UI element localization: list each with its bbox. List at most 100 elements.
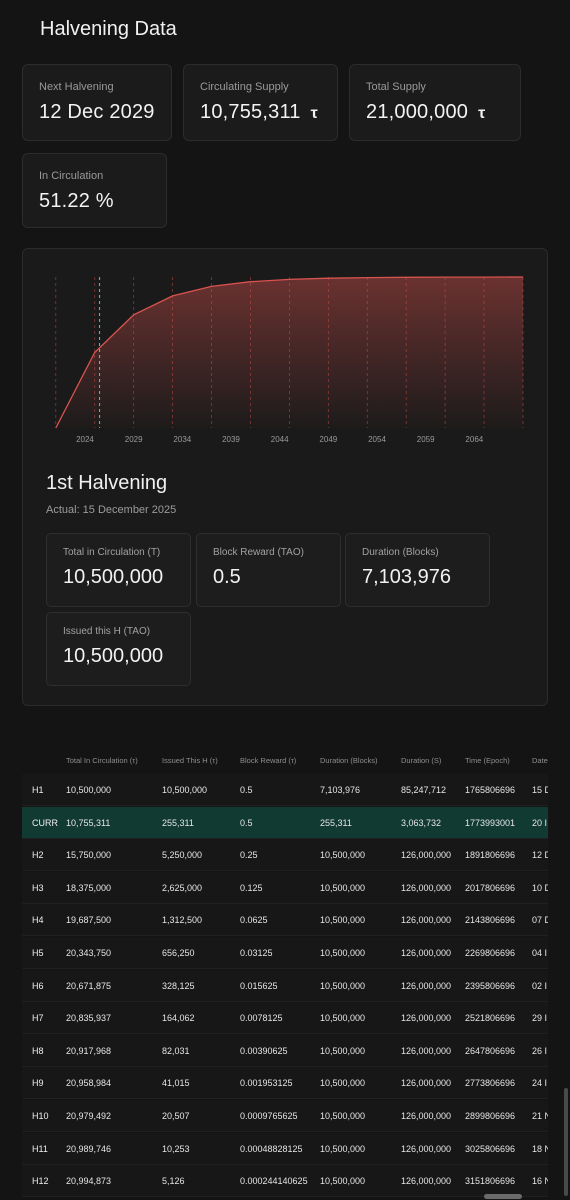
- halvening-title: 1st Halvening: [46, 472, 168, 494]
- table-cell: 2017806696: [465, 882, 516, 893]
- table-row[interactable]: H8 20,917,968 82,031 0.00390625 10,500,000 12…: [22, 1034, 548, 1067]
- table-row[interactable]: H10 20,979,492 20,507 0.0009765625 10,500,00…: [22, 1100, 548, 1132]
- table-cell: 126,000,000: [401, 980, 452, 991]
- table-cell: 20,994,873: [66, 1176, 112, 1187]
- table-cell: 3,063,732: [401, 817, 442, 828]
- circulating-supply-card: Circulating Supply 10,755,311 τ: [183, 64, 338, 141]
- x-tick-label: 2054: [368, 435, 386, 444]
- table-cell: 126,000,000: [401, 1143, 452, 1154]
- table-cell: 10,500,000: [320, 1176, 366, 1187]
- total-supply-card: Total Supply 21,000,000 τ: [349, 64, 521, 141]
- page-title: Halvening Data: [40, 18, 177, 40]
- table-cell: H5: [32, 948, 44, 958]
- table-cell: 126,000,000: [401, 948, 452, 958]
- table-cell: 20,989,746: [66, 1143, 112, 1154]
- table-row[interactable]: H12 20,994,873 5,126 0.000244140625 10,500,0…: [22, 1165, 548, 1198]
- table-row-current[interactable]: CURR 10,755,311 255,311 0.5 255,311 3,063,732…: [22, 806, 548, 839]
- table-row[interactable]: H5 20,343,750 656,250 0.03125 10,500,000 126,…: [22, 937, 548, 969]
- table-cell: 10,755,311: [66, 817, 111, 828]
- column-header[interactable]: Total In Circulation (τ): [66, 756, 138, 765]
- table-cell: 3151806696: [465, 1176, 516, 1187]
- page-vertical-scrollbar[interactable]: [564, 1088, 568, 1196]
- x-tick-label: 2059: [417, 435, 435, 444]
- table-horizontal-scrollbar[interactable]: [484, 1194, 522, 1199]
- table-cell: 12 D: [532, 850, 548, 861]
- total-circulation-value: 10,500,000: [63, 566, 164, 588]
- in-circulation-value: 51.22 %: [39, 190, 114, 212]
- table-cell: H4: [32, 915, 44, 926]
- table-cell: 10,500,000: [320, 980, 366, 991]
- table-cell: 126,000,000: [401, 1078, 452, 1089]
- table-cell: 1773993001: [465, 817, 516, 828]
- block-reward-label: Block Reward (TAO): [213, 547, 304, 558]
- table-cell: 7,103,976: [320, 785, 361, 795]
- supply-area: [55, 277, 524, 428]
- table-cell: H11: [32, 1143, 48, 1154]
- table-cell: 15 D: [532, 785, 548, 795]
- column-header[interactable]: Date: [532, 756, 548, 765]
- table-cell: 2269806696: [465, 948, 516, 958]
- x-tick-label: 2064: [465, 435, 483, 444]
- table-cell: 2,625,000: [162, 882, 203, 893]
- column-header[interactable]: Time (Epoch): [465, 756, 510, 765]
- in-circulation-card: In Circulation 51.22 %: [22, 153, 167, 228]
- table-cell: 255,311: [320, 817, 352, 828]
- table-cell: 0.5: [240, 785, 253, 795]
- x-tick-label: 2034: [173, 435, 191, 444]
- table-cell: 07 D: [532, 915, 548, 926]
- table-row[interactable]: H1 10,500,000 10,500,000 0.5 7,103,976 85,247…: [22, 774, 548, 806]
- table-cell: H3: [32, 882, 44, 893]
- tau-icon: τ: [478, 105, 486, 122]
- table-row[interactable]: H11 20,989,746 10,253 0.00048828125 10,500,0…: [22, 1132, 548, 1165]
- table-cell: 0.000244140625: [240, 1176, 308, 1187]
- table-cell: 255,311: [162, 817, 194, 828]
- table-cell: 656,250: [162, 948, 195, 958]
- table-cell: 18,375,000: [66, 882, 112, 893]
- table-row[interactable]: H6 20,671,875 328,125 0.015625 10,500,000 126…: [22, 969, 548, 1002]
- table-cell: CURR: [32, 817, 58, 828]
- table-cell: 20,507: [162, 1111, 190, 1121]
- table-cell: 1,312,500: [162, 915, 203, 926]
- table-row[interactable]: H7 20,835,937 164,062 0.0078125 10,500,000 12…: [22, 1002, 548, 1035]
- table-cell: H10: [32, 1111, 49, 1121]
- halvening-table[interactable]: Total In Circulation (τ) Issued This H (τ…: [22, 748, 548, 1200]
- table-cell: 126,000,000: [401, 1176, 452, 1187]
- table-cell: 0.00048828125: [240, 1143, 303, 1154]
- table-cell: 10,500,000: [320, 1045, 366, 1056]
- table-cell: 10,500,000: [320, 1143, 366, 1154]
- issued-this-h-card: Issued this H (TAO) 10,500,000: [46, 612, 191, 686]
- table-cell: 19,687,500: [66, 915, 112, 926]
- table-cell: 10,500,000: [320, 948, 366, 958]
- circulating-supply-row: 10,755,311 τ: [200, 101, 318, 124]
- table-row[interactable]: H2 15,750,000 5,250,000 0.25 10,500,000 126,0…: [22, 839, 548, 872]
- column-header[interactable]: Duration (S): [401, 756, 442, 765]
- next-halvening-label: Next Halvening: [39, 81, 114, 93]
- table-header: Total In Circulation (τ) Issued This H (τ…: [22, 748, 548, 774]
- duration-blocks-value: 7,103,976: [362, 566, 451, 588]
- table-cell: H6: [32, 980, 44, 991]
- supply-chart[interactable]: 2024 2029 2034 2039 2044 2049 2054 2059 2064: [0, 0, 570, 460]
- table-cell: 2521806696: [465, 1013, 516, 1024]
- issued-this-h-label: Issued this H (TAO): [63, 626, 151, 637]
- table-row[interactable]: H4 19,687,500 1,312,500 0.0625 10,500,000 126…: [22, 904, 548, 937]
- table-cell: 2899806696: [465, 1111, 516, 1121]
- next-halvening-value: 12 Dec 2029: [39, 101, 155, 123]
- halvening-subtitle: Actual: 15 December 2025: [46, 504, 177, 516]
- table-row[interactable]: H9 20,958,984 41,015 0.001953125 10,500,000 1…: [22, 1067, 548, 1100]
- column-header[interactable]: Duration (Blocks): [320, 756, 378, 765]
- circulating-supply-label: Circulating Supply: [200, 81, 289, 93]
- column-header[interactable]: Block Reward (τ): [240, 756, 297, 765]
- table-cell: 10,500,000: [320, 915, 366, 926]
- column-header[interactable]: Issued This H (τ): [162, 756, 218, 765]
- table-cell: 20,958,984: [66, 1078, 112, 1089]
- table-cell: 0.25: [240, 850, 258, 861]
- table-cell: 10,500,000: [320, 1013, 366, 1024]
- table-cell: 0.015625: [240, 980, 278, 991]
- total-circulation-card: Total in Circulation (T) 10,500,000: [46, 533, 191, 607]
- table-cell: 1891806696: [465, 850, 516, 861]
- table-cell: 82,031: [162, 1045, 190, 1056]
- in-circulation-label: In Circulation: [39, 170, 104, 182]
- table-row[interactable]: H3 18,375,000 2,625,000 0.125 10,500,000 126,…: [22, 871, 548, 904]
- x-tick-label: 2044: [271, 435, 289, 444]
- table-cell: 21 N: [532, 1111, 548, 1121]
